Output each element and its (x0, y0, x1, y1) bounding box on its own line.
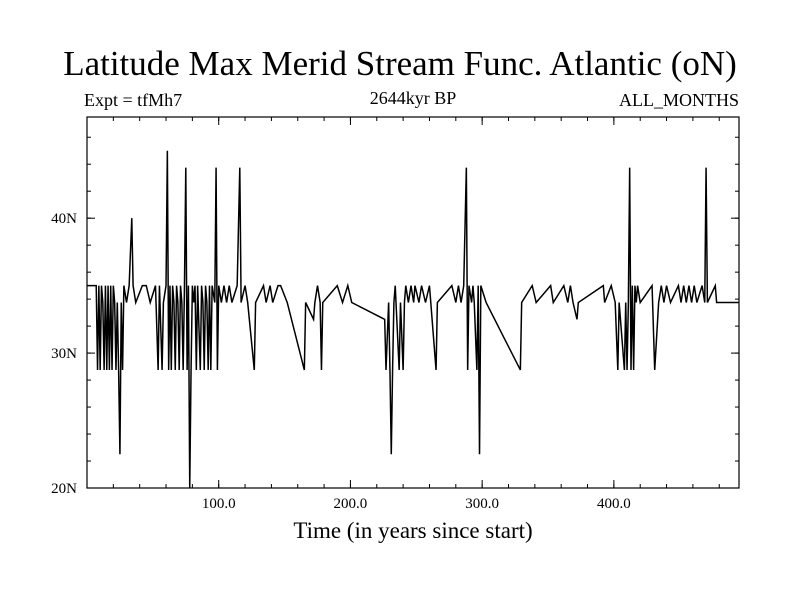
experiment-label: Expt = tfMh7 (84, 90, 183, 110)
y-tick-label: 40N (51, 211, 77, 227)
x-tick-label: 300.0 (465, 496, 499, 512)
axis-tick-labels: 100.0 200.0 300.0 400.0 20N 30N 40N (51, 211, 631, 512)
x-tick-label: 400.0 (597, 496, 631, 512)
x-tick-label: 100.0 (202, 496, 236, 512)
x-tick-label: 200.0 (334, 496, 368, 512)
y-tick-label: 30N (51, 346, 77, 362)
chart-title: Latitude Max Merid Stream Func. Atlantic… (63, 44, 737, 83)
period-label: 2644kyr BP (369, 88, 457, 108)
x-axis-label: Time (in years since start) (293, 518, 533, 543)
months-label: ALL_MONTHS (619, 90, 739, 110)
axis-ticks (87, 117, 739, 489)
series-line (87, 150, 739, 489)
y-tick-label: 20N (51, 481, 77, 497)
